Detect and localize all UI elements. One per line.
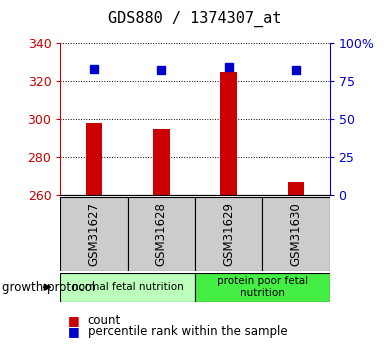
Bar	[220, 71, 237, 195]
Text: normal fetal nutrition: normal fetal nutrition	[72, 282, 184, 292]
Bar	[195, 273, 330, 302]
Bar	[60, 273, 195, 302]
Bar	[287, 181, 304, 195]
Bar	[128, 197, 195, 271]
Text: GSM31629: GSM31629	[222, 202, 235, 266]
Text: protein poor fetal
nutrition: protein poor fetal nutrition	[217, 276, 308, 298]
Bar	[153, 128, 170, 195]
Bar	[195, 197, 262, 271]
Text: growth protocol: growth protocol	[2, 281, 95, 294]
Bar	[86, 123, 103, 195]
Text: GDS880 / 1374307_at: GDS880 / 1374307_at	[108, 11, 282, 27]
Text: percentile rank within the sample: percentile rank within the sample	[88, 325, 287, 338]
Text: count: count	[88, 314, 121, 327]
Text: GSM31627: GSM31627	[88, 202, 101, 266]
Bar	[262, 197, 330, 271]
Text: ■: ■	[68, 325, 80, 338]
Text: GSM31628: GSM31628	[155, 202, 168, 266]
Bar	[60, 197, 128, 271]
Text: ■: ■	[68, 314, 80, 327]
Text: GSM31630: GSM31630	[289, 202, 302, 266]
